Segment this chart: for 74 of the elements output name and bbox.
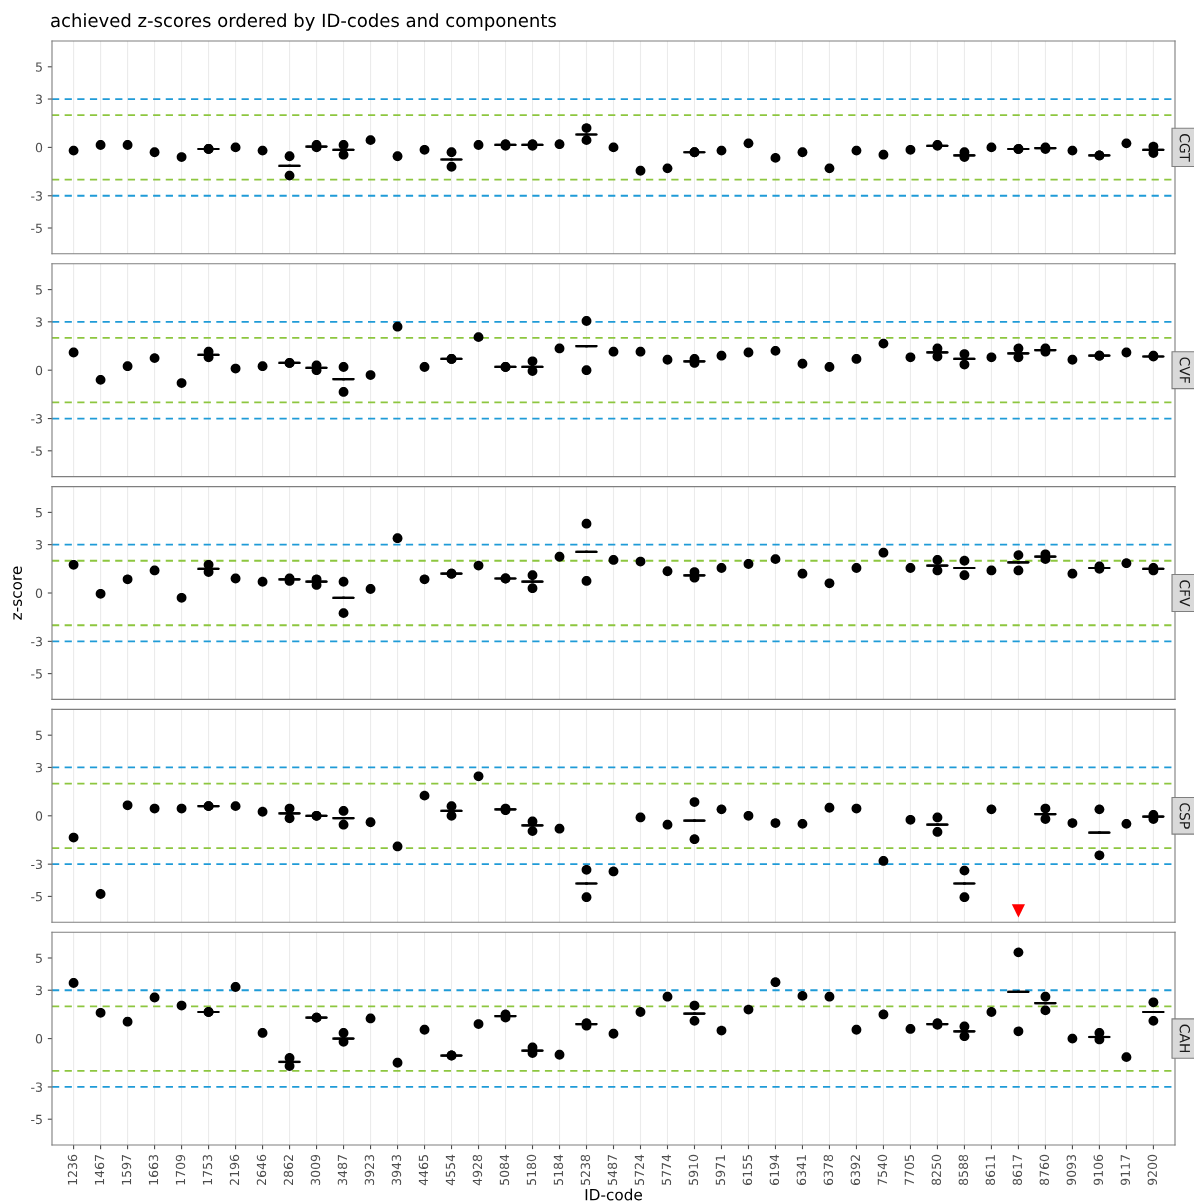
text: CVF [1179, 357, 1191, 383]
y-tick-label: 3 [35, 540, 42, 550]
x-tick-label: 8588 [958, 1154, 969, 1185]
x-tick-label: 5238 [580, 1154, 591, 1185]
x-tick-label: 8250 [931, 1154, 942, 1185]
y-tick-label: 3 [35, 985, 42, 996]
y-tick-label: 3 [35, 94, 42, 104]
x-tick-label: 5184 [553, 1154, 564, 1185]
x-tick-label: 2862 [283, 1155, 294, 1185]
y-tick-label: -3 [31, 636, 42, 647]
x-tick-label: 8617 [1012, 1155, 1023, 1185]
x-tick-label: 8760 [1039, 1154, 1050, 1185]
y-tick-label: 5 [35, 508, 42, 518]
x-tick-label: 6378 [823, 1154, 834, 1185]
y-tick-label: -3 [31, 414, 42, 424]
x-tick-label: 5724 [634, 1154, 645, 1185]
text: CSP [1179, 803, 1191, 829]
text: CAH [1179, 1024, 1191, 1053]
x-tick-label: 1597 [121, 1155, 132, 1185]
x-tick-label: 6155 [742, 1155, 753, 1185]
y-tick-label: 0 [35, 588, 43, 598]
y-tick-label: -3 [31, 859, 42, 870]
y-tick-label: 0 [35, 1034, 43, 1044]
x-tick-label: 2646 [256, 1154, 267, 1185]
x-tick-label: 6341 [796, 1155, 807, 1185]
x-tick-label: 9117 [1120, 1155, 1131, 1186]
x-tick-label: 9093 [1066, 1155, 1077, 1186]
x-tick-label: 5971 [715, 1155, 726, 1185]
y-tick-label: -5 [31, 223, 42, 233]
x-tick-label: 1753 [202, 1155, 213, 1185]
y-tick-label: 5 [35, 953, 42, 963]
y-tick-label: 5 [35, 285, 42, 295]
y-tick-label: 5 [35, 62, 42, 72]
x-axis-title: ID-code [585, 1188, 642, 1201]
x-tick-label: 3923 [364, 1155, 375, 1185]
x-tick-label: 1663 [148, 1155, 159, 1185]
x-tick-label: 5910 [688, 1154, 699, 1185]
text: CFV [1179, 580, 1191, 607]
x-tick-label: 3009 [310, 1154, 321, 1185]
x-tick-label: 7540 [877, 1154, 888, 1185]
x-tick-label: 3943 [391, 1155, 402, 1185]
x-tick-label: 5180 [526, 1154, 537, 1185]
x-tick-label: 6392 [850, 1155, 861, 1185]
y-tick-label: 0 [35, 811, 43, 821]
y-tick-label: 5 [35, 730, 42, 741]
x-tick-label: 5774 [661, 1154, 672, 1185]
x-tick-label: 5084 [499, 1154, 510, 1185]
text: CGT [1179, 133, 1191, 162]
x-tick-label: 9106 [1093, 1154, 1104, 1186]
y-tick-label: -3 [31, 1082, 42, 1092]
x-tick-label: 2196 [229, 1154, 240, 1185]
x-tick-label: 5487 [607, 1155, 618, 1185]
x-tick-label: 6194 [769, 1154, 780, 1185]
y-tick-label: -5 [31, 892, 42, 902]
x-tick-label: 7705 [904, 1155, 915, 1185]
y-axis-title: z-score [13, 566, 22, 620]
y-tick-label: 0 [35, 365, 43, 376]
y-tick-label: -5 [31, 1114, 42, 1125]
y-tick-label: -5 [31, 446, 42, 456]
x-tick-label: 1467 [94, 1155, 105, 1185]
y-tick-label: -3 [31, 191, 42, 201]
x-tick-label: 8611 [985, 1155, 996, 1185]
x-tick-label: 4554 [445, 1154, 456, 1186]
x-tick-label: 4928 [472, 1154, 483, 1186]
text: achieved z-scores ordered by ID-codes and components [51, 13, 556, 31]
x-tick-label: 1236 [67, 1154, 78, 1185]
x-tick-label: 4465 [418, 1155, 429, 1186]
y-tick-label: 0 [35, 142, 43, 153]
x-tick-label: 3487 [337, 1155, 348, 1185]
y-tick-label: -5 [31, 669, 42, 679]
x-tick-label: 1709 [175, 1154, 186, 1185]
y-tick-label: 3 [35, 317, 42, 327]
y-tick-label: 3 [35, 762, 42, 773]
x-tick-label: 9200 [1147, 1154, 1158, 1186]
